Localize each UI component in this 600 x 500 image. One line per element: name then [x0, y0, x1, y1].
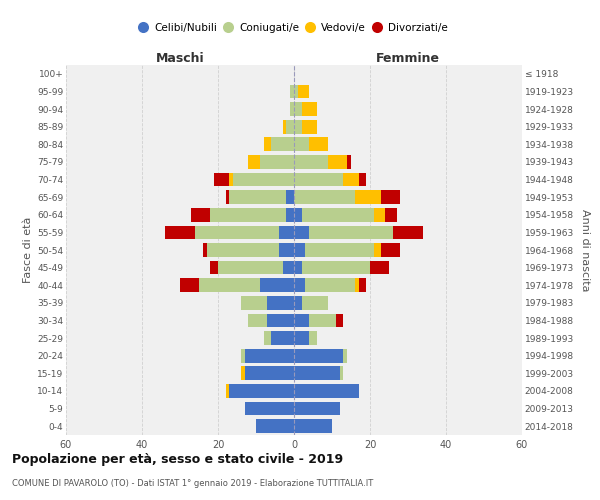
Bar [382, 190, 400, 204]
Bar [359, 172, 366, 186]
Bar [256, 420, 294, 433]
Bar [263, 331, 271, 345]
Bar [302, 296, 328, 310]
Bar [218, 260, 283, 274]
Bar [294, 226, 309, 239]
Bar [294, 190, 355, 204]
Bar [211, 260, 218, 274]
Bar [260, 155, 294, 169]
Bar [294, 172, 343, 186]
Bar [294, 138, 309, 151]
Bar [343, 349, 347, 362]
Bar [294, 420, 332, 433]
Bar [241, 349, 245, 362]
Bar [374, 208, 385, 222]
Bar [294, 331, 309, 345]
Bar [385, 208, 397, 222]
Bar [268, 314, 294, 328]
Bar [294, 84, 298, 98]
Bar [294, 278, 305, 292]
Bar [283, 120, 286, 134]
Bar [382, 243, 400, 257]
Bar [347, 155, 351, 169]
Bar [279, 243, 294, 257]
Bar [191, 208, 211, 222]
Bar [355, 190, 382, 204]
Bar [248, 314, 268, 328]
Bar [343, 172, 359, 186]
Bar [294, 349, 343, 362]
Bar [245, 402, 294, 415]
Bar [214, 172, 229, 186]
Bar [206, 243, 279, 257]
Bar [286, 208, 294, 222]
Bar [309, 331, 317, 345]
Bar [195, 226, 279, 239]
Bar [302, 260, 370, 274]
Bar [233, 172, 294, 186]
Bar [229, 172, 233, 186]
Bar [294, 314, 309, 328]
Bar [374, 243, 382, 257]
Bar [203, 243, 206, 257]
Y-axis label: Anni di nascita: Anni di nascita [580, 209, 590, 291]
Text: Femmine: Femmine [376, 52, 440, 65]
Bar [229, 384, 294, 398]
Bar [336, 314, 343, 328]
Bar [393, 226, 423, 239]
Bar [199, 278, 260, 292]
Bar [248, 155, 260, 169]
Bar [309, 226, 393, 239]
Bar [286, 190, 294, 204]
Bar [294, 366, 340, 380]
Bar [226, 190, 229, 204]
Bar [241, 366, 245, 380]
Bar [283, 260, 294, 274]
Bar [271, 138, 294, 151]
Bar [359, 278, 366, 292]
Bar [245, 366, 294, 380]
Bar [294, 243, 305, 257]
Bar [165, 226, 195, 239]
Bar [279, 226, 294, 239]
Bar [290, 102, 294, 116]
Bar [294, 296, 302, 310]
Bar [271, 331, 294, 345]
Bar [305, 243, 374, 257]
Bar [294, 260, 302, 274]
Bar [302, 120, 317, 134]
Bar [370, 260, 389, 274]
Bar [298, 84, 309, 98]
Text: Maschi: Maschi [155, 52, 205, 65]
Bar [260, 278, 294, 292]
Bar [294, 155, 328, 169]
Bar [294, 384, 359, 398]
Bar [229, 190, 286, 204]
Bar [286, 120, 294, 134]
Bar [211, 208, 286, 222]
Bar [305, 278, 355, 292]
Bar [290, 84, 294, 98]
Bar [340, 366, 343, 380]
Bar [241, 296, 268, 310]
Bar [294, 102, 302, 116]
Bar [294, 402, 340, 415]
Bar [302, 208, 374, 222]
Bar [328, 155, 347, 169]
Bar [245, 349, 294, 362]
Text: COMUNE DI PAVAROLO (TO) - Dati ISTAT 1° gennaio 2019 - Elaborazione TUTTITALIA.I: COMUNE DI PAVAROLO (TO) - Dati ISTAT 1° … [12, 479, 373, 488]
Bar [302, 102, 317, 116]
Text: Popolazione per età, sesso e stato civile - 2019: Popolazione per età, sesso e stato civil… [12, 452, 343, 466]
Bar [309, 138, 328, 151]
Bar [268, 296, 294, 310]
Bar [180, 278, 199, 292]
Bar [294, 208, 302, 222]
Bar [355, 278, 359, 292]
Bar [226, 384, 229, 398]
Legend: Celibi/Nubili, Coniugati/e, Vedovi/e, Divorziati/e: Celibi/Nubili, Coniugati/e, Vedovi/e, Di… [137, 18, 451, 37]
Bar [263, 138, 271, 151]
Bar [294, 120, 302, 134]
Y-axis label: Fasce di età: Fasce di età [23, 217, 33, 283]
Bar [309, 314, 336, 328]
